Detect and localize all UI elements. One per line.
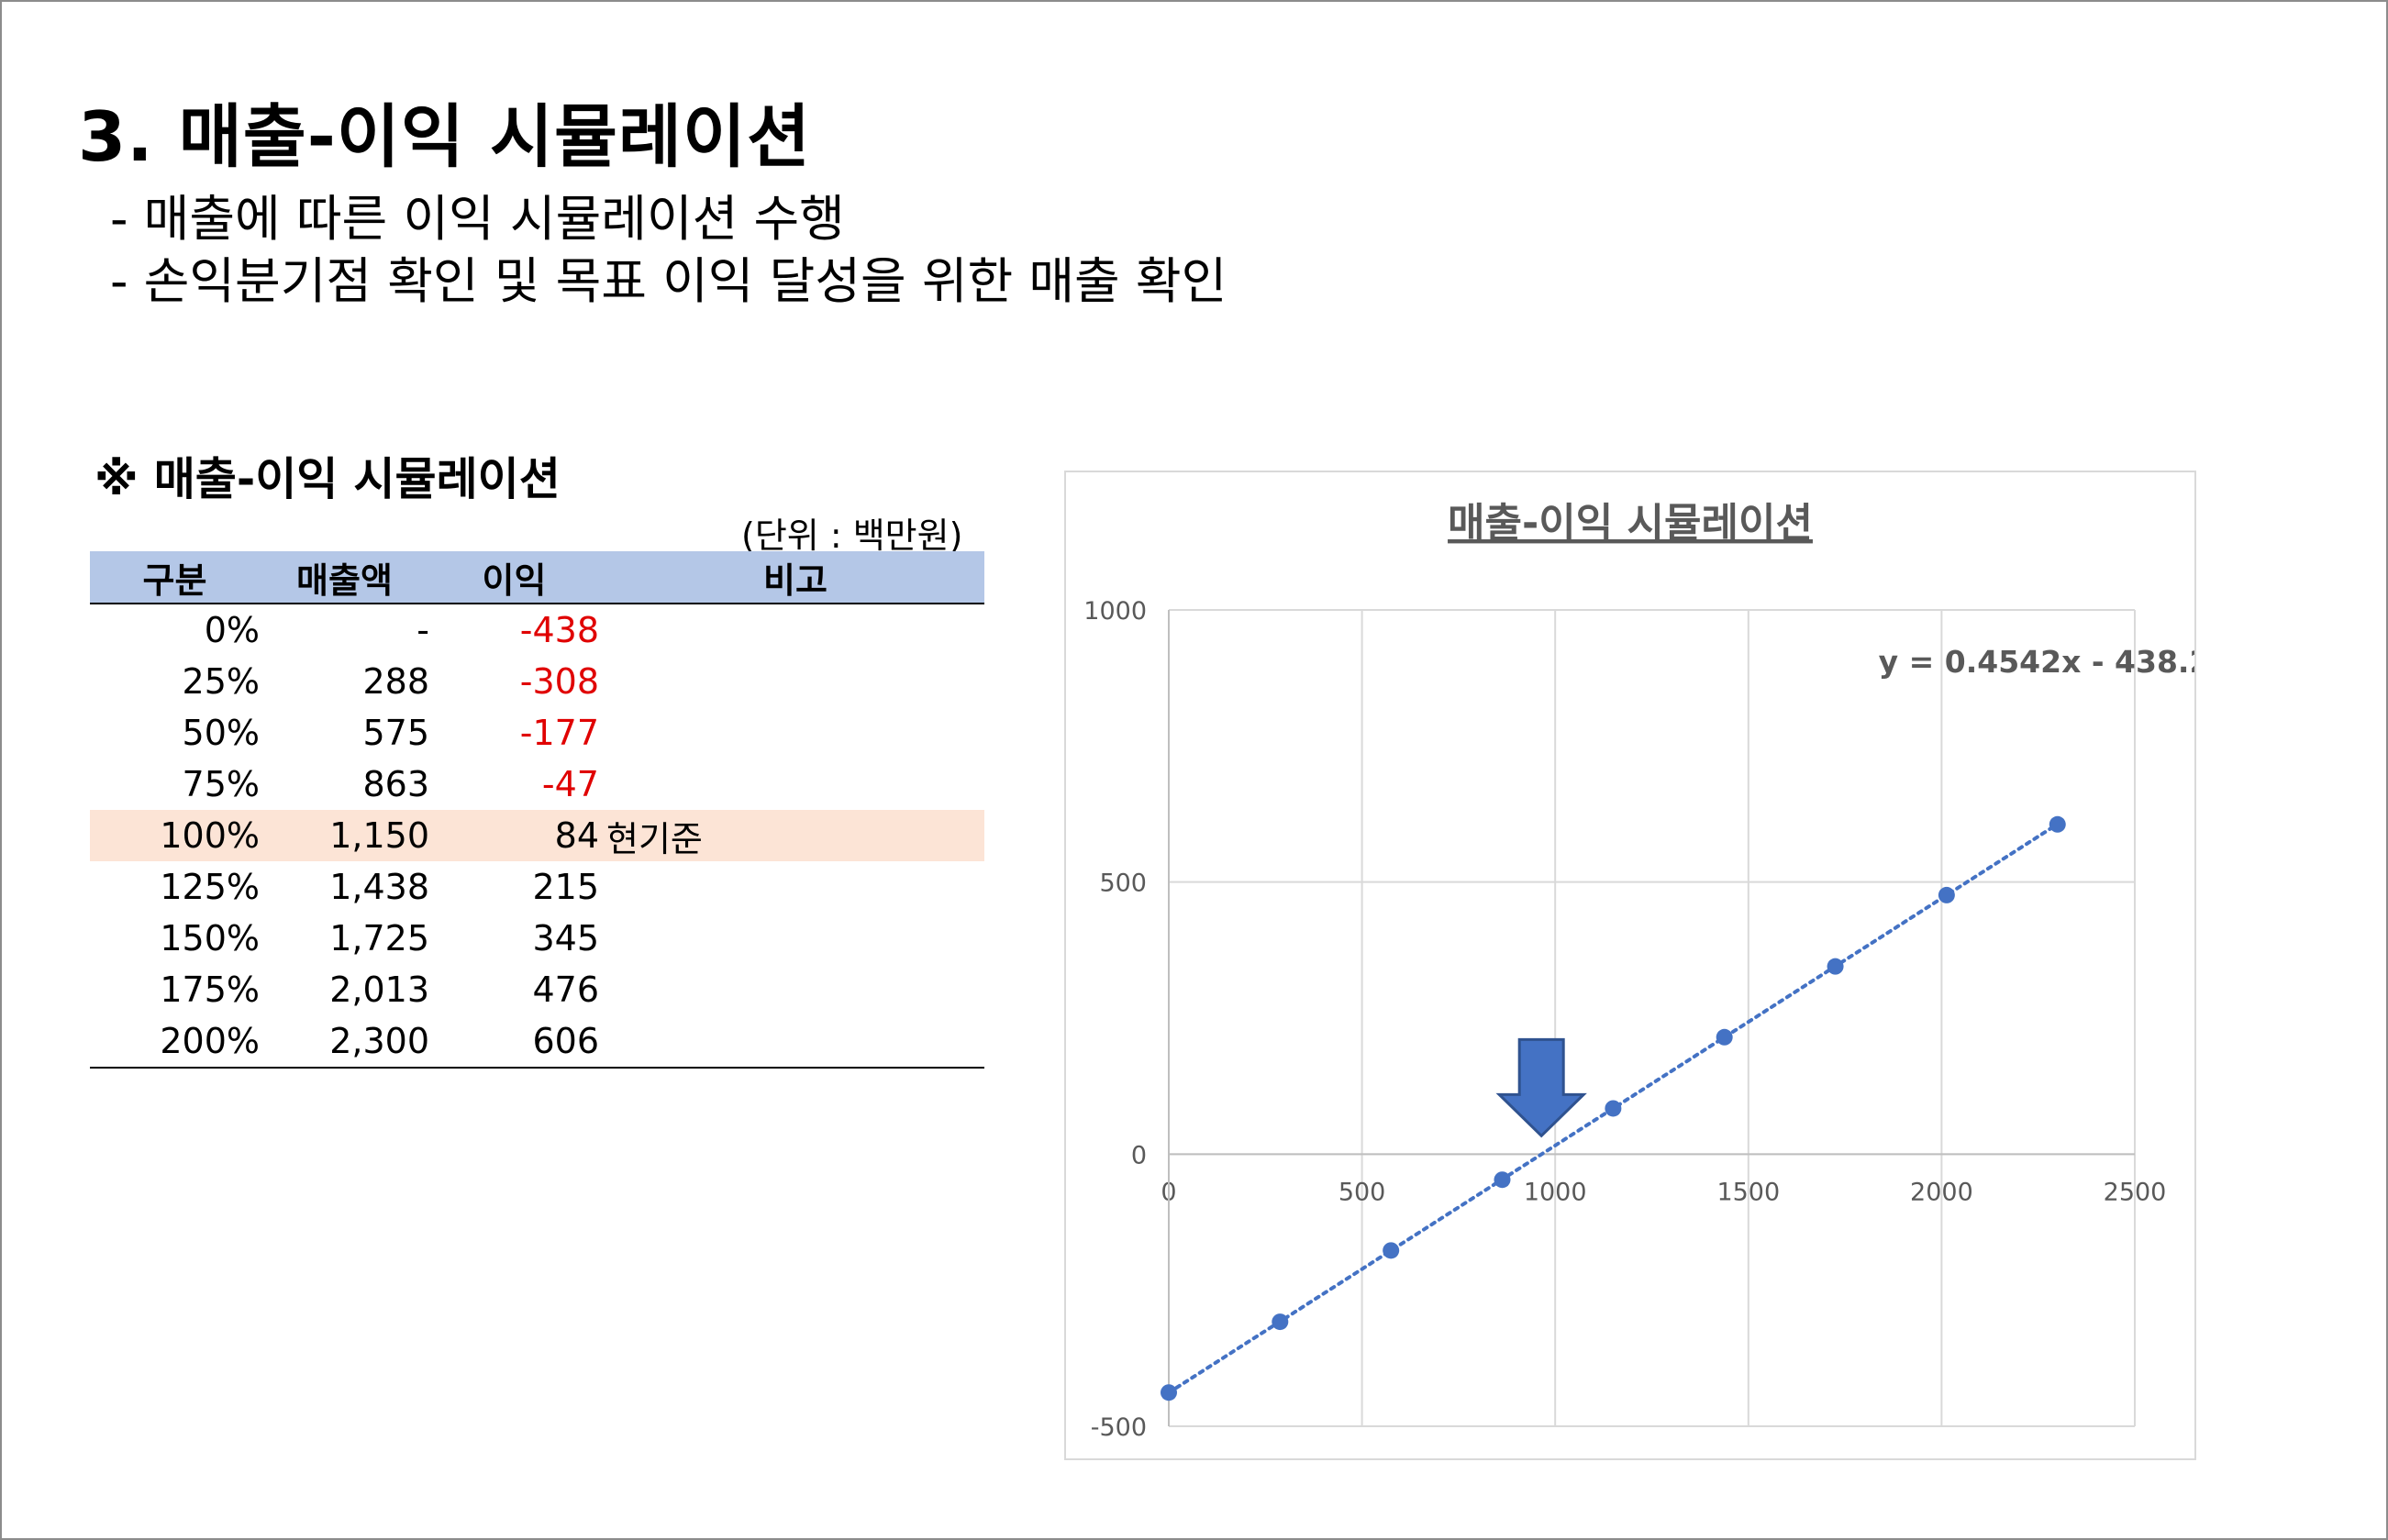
x-tick-label: 2000 bbox=[1910, 1178, 1973, 1206]
cell-sales: 288 bbox=[362, 661, 429, 702]
cell-note bbox=[599, 1015, 984, 1069]
cell-note bbox=[599, 913, 984, 964]
cell-percent: 50% bbox=[182, 713, 260, 753]
data-point bbox=[1383, 1242, 1400, 1259]
chart-grid bbox=[1168, 609, 2136, 1427]
table-row: 50% 575 -177 bbox=[90, 707, 984, 759]
cell-profit: 215 bbox=[532, 867, 599, 907]
cell-percent: 175% bbox=[160, 969, 260, 1010]
x-tick-label: 2500 bbox=[2104, 1178, 2167, 1206]
cell-percent: 75% bbox=[182, 764, 260, 804]
table-title: ※ 매출-이익 시뮬레이션 bbox=[94, 453, 561, 505]
cell-percent: 125% bbox=[160, 867, 260, 907]
cell-percent: 150% bbox=[160, 918, 260, 958]
cell-percent: 25% bbox=[182, 661, 260, 702]
cell-note bbox=[599, 707, 984, 759]
data-point bbox=[1272, 1313, 1289, 1331]
table-row: 100% 1,150 84 현기준 bbox=[90, 810, 984, 861]
cell-sales: - bbox=[417, 610, 429, 650]
simulation-table: 구분 매출액 이익 비고 0% - -438 25% 288 -308 50% 575 -177… bbox=[90, 551, 984, 1069]
trendline-equation: y = 0.4542x - 438.28 bbox=[1879, 644, 2194, 680]
y-tick-label: 0 bbox=[1131, 1141, 1147, 1169]
cell-note: 현기준 bbox=[599, 810, 984, 861]
cell-sales: 2,300 bbox=[260, 1015, 429, 1069]
cell-sales: 863 bbox=[362, 764, 429, 804]
header-category: 구분 bbox=[90, 551, 260, 604]
data-point bbox=[1827, 958, 1844, 975]
unit-label: (단위 : 백만원) bbox=[741, 515, 963, 556]
bullet-list: - 매출에 따른 이익 시뮬레이션 수행 - 손익분기점 확인 및 목표 이익 … bbox=[110, 188, 1227, 313]
table-row: 200% 2,300 606 bbox=[90, 1015, 984, 1069]
table-row: 25% 288 -308 bbox=[90, 656, 984, 707]
cell-profit: 84 bbox=[429, 810, 599, 861]
cell-percent: 0% bbox=[204, 610, 260, 650]
data-point bbox=[1938, 886, 1955, 903]
cell-profit: -47 bbox=[541, 764, 599, 804]
y-tick-label: -500 bbox=[1091, 1413, 1147, 1442]
data-point bbox=[2049, 815, 2066, 833]
cell-note bbox=[599, 604, 984, 656]
data-point bbox=[1716, 1028, 1733, 1046]
header-sales: 매출액 bbox=[260, 551, 429, 604]
cell-sales: 2,013 bbox=[329, 969, 429, 1010]
table-row: 125% 1,438 215 bbox=[90, 861, 984, 913]
bullet-item: - 손익분기점 확인 및 목표 이익 달성을 위한 매출 확인 bbox=[110, 252, 1227, 310]
arrow-down-icon bbox=[1495, 1037, 1587, 1138]
data-points bbox=[1161, 815, 2066, 1402]
table-header-row: 구분 매출액 이익 비고 bbox=[90, 551, 984, 604]
chart-container: 매출-이익 시뮬레이션 0 500 1000 1500 2000 2500 -500 0 500… bbox=[1064, 471, 2231, 1460]
x-tick-label: 500 bbox=[1338, 1178, 1386, 1206]
cell-sales: 1,725 bbox=[329, 918, 429, 958]
cell-note bbox=[599, 759, 984, 810]
page-title: 3. 매출-이익 시뮬레이션 bbox=[78, 96, 812, 177]
x-tick-label: 1500 bbox=[1716, 1178, 1780, 1206]
table-body: 0% - -438 25% 288 -308 50% 575 -177 75% 863 -47 100%… bbox=[90, 604, 984, 1069]
cell-sales: 1,150 bbox=[260, 810, 429, 861]
header-profit: 이익 bbox=[429, 551, 599, 604]
scatter-chart: 매출-이익 시뮬레이션 0 500 1000 1500 2000 2500-5000500… bbox=[1083, 500, 2231, 1442]
y-tick-label: 500 bbox=[1099, 870, 1147, 898]
break-even-arrow bbox=[1495, 1037, 1587, 1138]
y-tick-label: 1000 bbox=[1083, 597, 1147, 626]
table-row: 0% - -438 bbox=[90, 604, 984, 656]
table-row: 175% 2,013 476 bbox=[90, 964, 984, 1015]
cell-note bbox=[599, 964, 984, 1015]
data-point bbox=[1494, 1171, 1511, 1189]
cell-sales: 575 bbox=[362, 713, 429, 753]
cell-profit: -438 bbox=[519, 610, 599, 650]
cell-profit: 345 bbox=[532, 918, 599, 958]
cell-profit: 476 bbox=[532, 969, 599, 1010]
cell-profit: -177 bbox=[519, 713, 599, 753]
cell-percent: 100% bbox=[90, 810, 260, 861]
cell-note bbox=[599, 861, 984, 913]
cell-profit: -308 bbox=[519, 661, 599, 702]
table-row: 150% 1,725 345 bbox=[90, 913, 984, 964]
cell-note bbox=[599, 656, 984, 707]
table-row: 75% 863 -47 bbox=[90, 759, 984, 810]
x-tick-label: 1000 bbox=[1524, 1178, 1587, 1206]
cell-percent: 200% bbox=[90, 1015, 260, 1069]
data-point bbox=[1161, 1384, 1177, 1402]
data-point bbox=[1605, 1100, 1622, 1117]
cell-sales: 1,438 bbox=[329, 867, 429, 907]
chart-title: 매출-이익 시뮬레이션 bbox=[1448, 500, 1813, 547]
cell-profit: 606 bbox=[429, 1015, 599, 1069]
header-note: 비고 bbox=[599, 551, 984, 604]
bullet-item: - 매출에 따른 이익 시뮬레이션 수행 bbox=[110, 190, 845, 248]
